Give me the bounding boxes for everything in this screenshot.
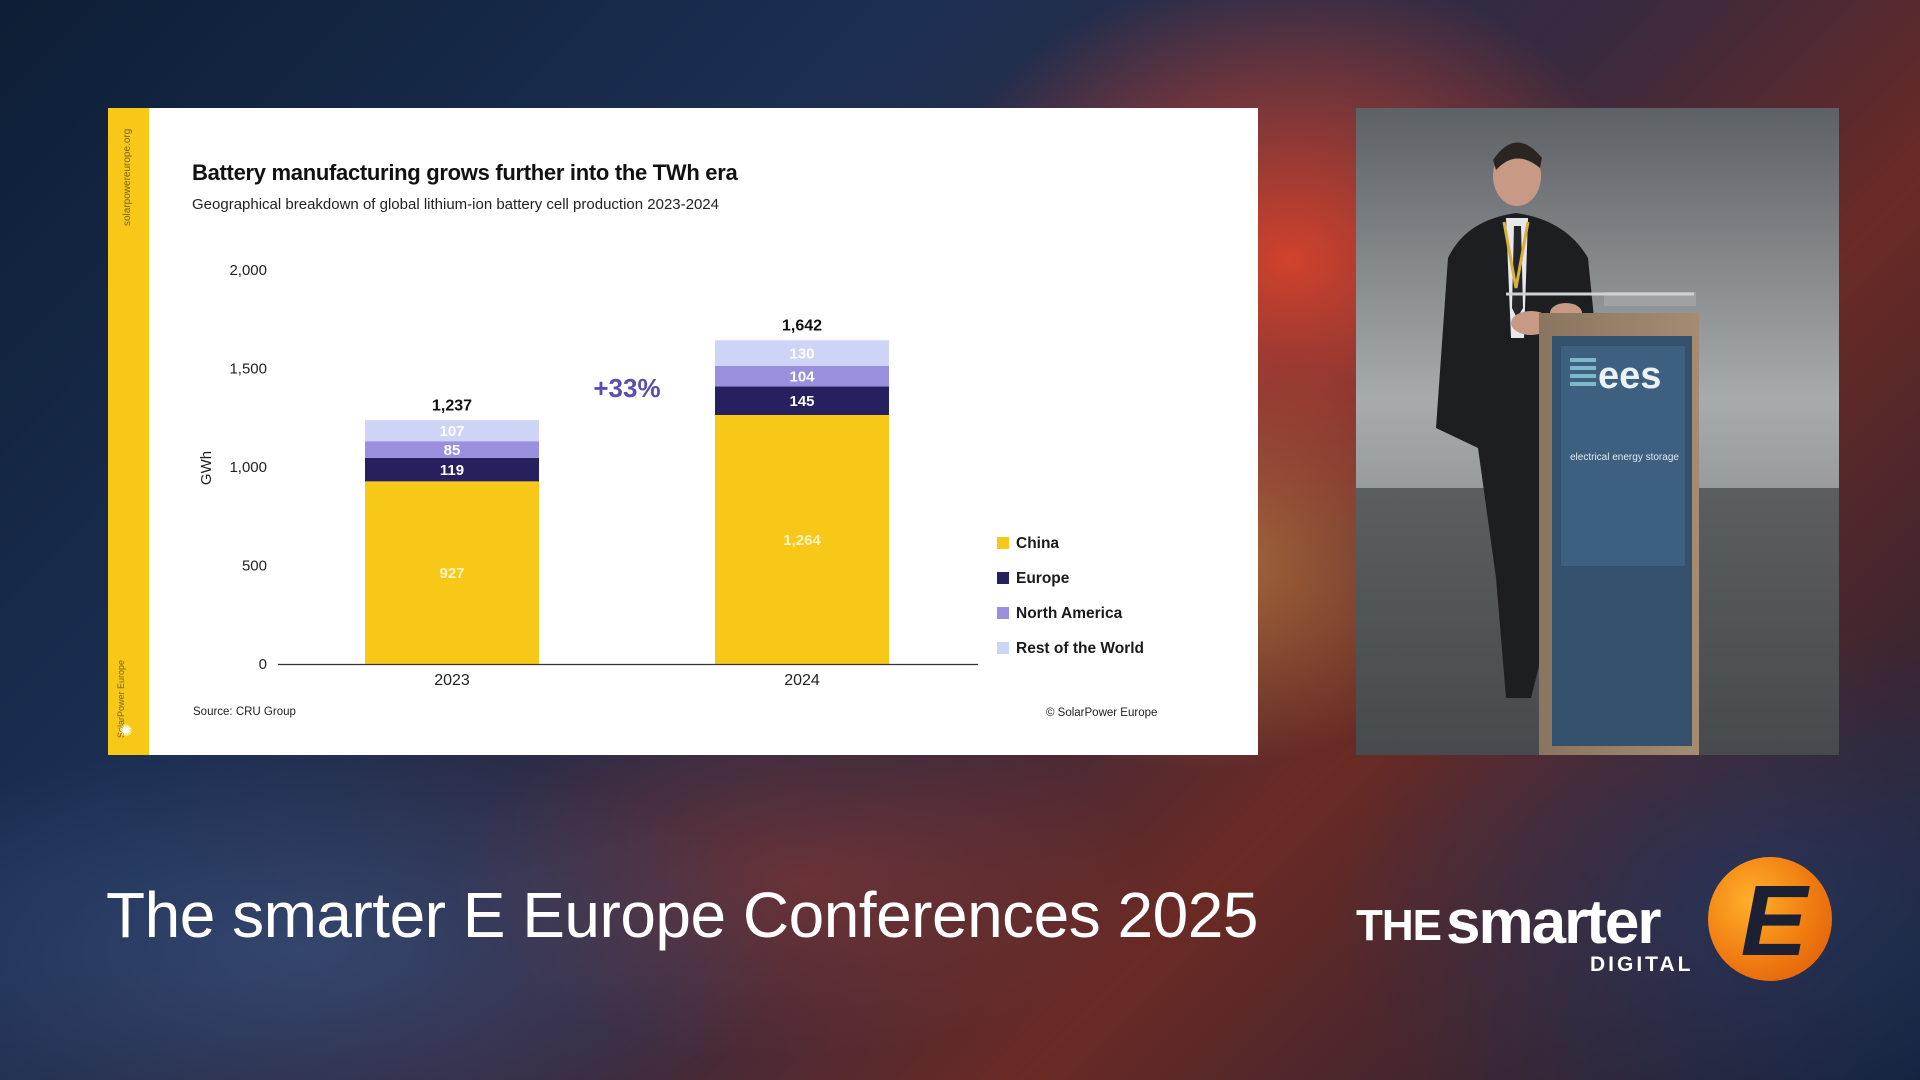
sun-logo-icon: ✺ (119, 723, 133, 740)
y-tick-label: 2,000 (229, 262, 267, 279)
bar-segment-china (365, 481, 539, 664)
bar-segment-rest-of-the-world (715, 340, 889, 366)
presentation-slide: solarpowereurope.org SolarPower Europe ✺… (108, 108, 1258, 755)
bar-segment-north-america (365, 441, 539, 458)
legend-label: China (1016, 535, 1059, 552)
speaker-video-scene: ees electrical energy storage (1356, 108, 1839, 755)
bar-value-label: 107 (439, 423, 464, 440)
bar-segment-europe (365, 457, 539, 482)
bar-value-label: 145 (789, 393, 814, 410)
brand-the: THE (1356, 901, 1442, 950)
legend-swatch (997, 572, 1009, 584)
bar-value-label: 104 (789, 369, 815, 386)
x-tick-label: 2024 (784, 672, 820, 689)
bar-segment-europe (715, 386, 889, 415)
y-axis-label: GWh (198, 451, 215, 485)
brand-e-letter: E (1740, 865, 1808, 977)
chart-copyright: © SolarPower Europe (1046, 707, 1158, 719)
y-tick-label: 1,000 (229, 459, 267, 476)
bar-segment-north-america (715, 365, 889, 387)
y-tick-label: 1,500 (229, 361, 267, 378)
chart-title: Battery manufacturing grows further into… (192, 160, 738, 185)
bar-total-label: 1,237 (432, 397, 472, 414)
chart-subtitle: Geographical breakdown of global lithium… (192, 196, 719, 213)
legend-swatch (997, 537, 1009, 549)
bar-value-label: 130 (789, 346, 814, 363)
bar-value-label: 1,264 (783, 532, 821, 549)
legend-label: North America (1016, 605, 1123, 622)
bar-value-label: 927 (439, 565, 464, 582)
legend-swatch (997, 607, 1009, 619)
bar-value-label: 85 (444, 442, 461, 459)
bar-value-label: 119 (440, 462, 464, 479)
brand-e-circle (1708, 857, 1832, 981)
slide-side-stripe: solarpowereurope.org SolarPower Europe ✺ (108, 108, 149, 755)
growth-annotation: +33% (593, 373, 660, 403)
ees-tagline: electrical energy storage (1570, 452, 1679, 463)
y-tick-label: 0 (259, 656, 267, 673)
the-smarter-digital-logo: E THE smarter DIGITAL (1356, 855, 1836, 985)
legend-swatch (997, 642, 1009, 654)
podium: ees electrical energy storage (1506, 292, 1699, 755)
ees-logo: ees (1598, 355, 1661, 397)
bar-segment-rest-of-the-world (365, 420, 539, 442)
x-tick-label: 2023 (434, 672, 470, 689)
stacked-bar-chart: 2,000 1,500 1,000 500 0 GWh 927 119 85 107 1,237 20… (198, 262, 1144, 689)
legend-label: Europe (1016, 570, 1070, 587)
brand-smarter: smarter (1446, 888, 1661, 957)
legend-label: Rest of the World (1016, 640, 1144, 657)
speaker-video-panel: ees electrical energy storage (1356, 108, 1839, 755)
conference-title: The smarter E Europe Conferences 2025 (106, 879, 1258, 951)
bar-segment-china (715, 414, 889, 664)
chart-source: Source: CRU Group (193, 706, 296, 718)
brand-digital: DIGITAL (1590, 953, 1694, 976)
y-tick-label: 500 (242, 558, 267, 575)
bar-total-label: 1,642 (782, 318, 822, 335)
